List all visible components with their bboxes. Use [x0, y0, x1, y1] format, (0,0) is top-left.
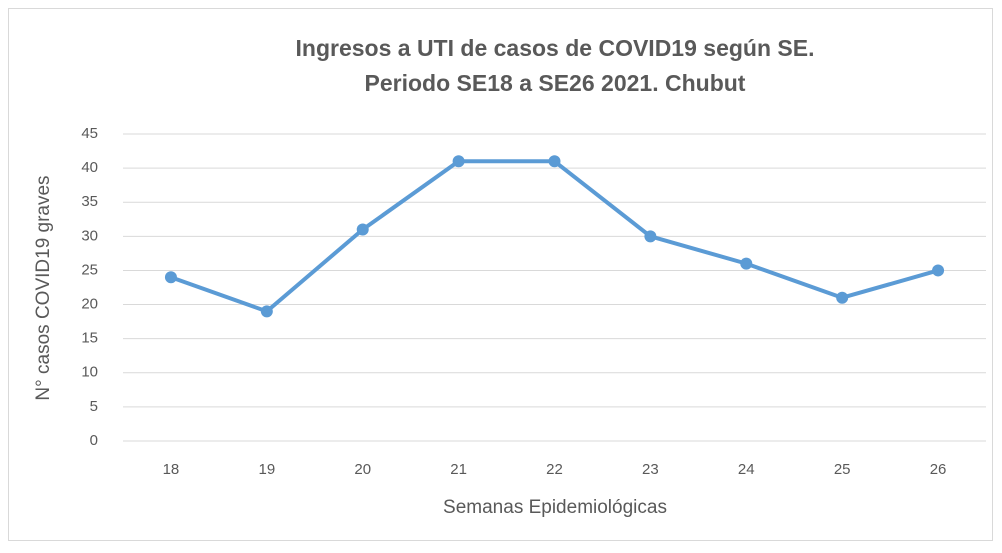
x-tick-label: 22: [546, 461, 563, 478]
data-point: [836, 291, 849, 304]
x-tick-label: 19: [258, 461, 275, 478]
y-tick-label: 30: [81, 227, 98, 244]
y-tick-label: 15: [81, 330, 98, 347]
x-tick-label: 18: [163, 461, 180, 478]
y-tick-label: 20: [81, 296, 98, 313]
x-tick-label: 20: [354, 461, 371, 478]
data-point: [164, 271, 177, 284]
y-tick-label: 25: [81, 261, 98, 278]
data-point: [644, 230, 657, 243]
data-point: [548, 155, 561, 168]
data-point: [740, 257, 753, 270]
y-tick-label: 45: [81, 125, 98, 142]
x-tick-label: 21: [450, 461, 467, 478]
chart-title: Periodo SE18 a SE26 2021. Chubut: [365, 70, 746, 96]
x-axis-label: Semanas Epidemiológicas: [443, 497, 667, 518]
x-tick-label: 23: [642, 461, 659, 478]
data-point: [356, 223, 369, 236]
x-tick-label: 25: [834, 461, 851, 478]
y-tick-label: 35: [81, 193, 98, 210]
data-point: [260, 305, 273, 318]
data-point: [932, 264, 945, 277]
chart-title: Ingresos a UTI de casos de COVID19 según…: [296, 35, 815, 61]
y-tick-label: 10: [81, 364, 98, 381]
y-tick-label: 40: [81, 159, 98, 176]
y-tick-label: 5: [90, 398, 98, 415]
y-axis-label: N° casos COVID19 graves: [33, 175, 54, 400]
x-tick-label: 26: [930, 461, 947, 478]
y-tick-label: 0: [90, 432, 98, 449]
data-point: [452, 155, 465, 168]
x-tick-label: 24: [738, 461, 755, 478]
